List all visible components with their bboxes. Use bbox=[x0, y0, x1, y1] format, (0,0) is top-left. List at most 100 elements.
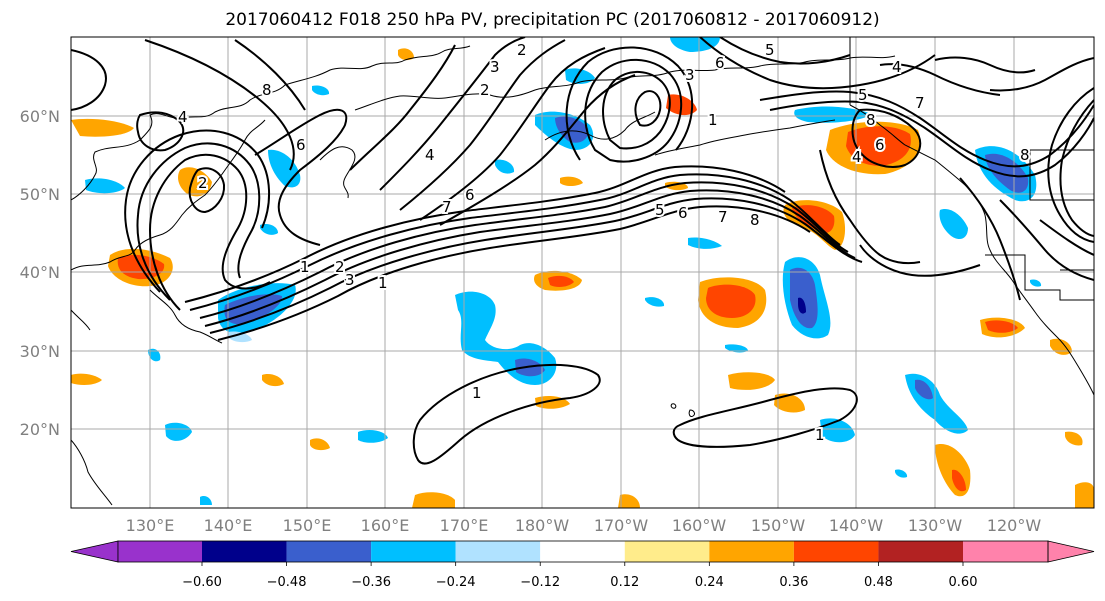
colorbar-tick-label: 0.36 bbox=[779, 575, 808, 590]
precip-negative-patch bbox=[895, 469, 908, 478]
longitude-label: 120°W bbox=[987, 516, 1042, 535]
contour-label: 5 bbox=[765, 41, 775, 59]
precip-positive-patch bbox=[706, 284, 756, 318]
colorbar: −0.60 −0.48 −0.36 −0.24 −0.12 0.12 0.24 0.36 0.4… bbox=[70, 540, 1095, 590]
contour-label: 7 bbox=[718, 208, 728, 226]
colorbar-segment bbox=[878, 541, 963, 562]
contour-label: 5 bbox=[655, 201, 665, 219]
colorbar-segment bbox=[963, 541, 1048, 562]
precip-negative-patch bbox=[725, 344, 748, 353]
longitude-label: 140°E bbox=[204, 516, 253, 535]
longitude-label: 160°W bbox=[672, 516, 727, 535]
precip-positive-patch bbox=[412, 492, 455, 508]
contour-label: 3 bbox=[685, 66, 695, 84]
latitude-label: 30°N bbox=[20, 342, 60, 361]
map-frame bbox=[70, 36, 1095, 509]
colorbar-tick-label: −0.24 bbox=[436, 575, 476, 590]
precip-negative-patch bbox=[790, 267, 818, 329]
colorbar-segment bbox=[286, 541, 372, 562]
contour-label: 5 bbox=[858, 86, 868, 104]
longitude-label: 130°W bbox=[908, 516, 963, 535]
precip-negative-patch bbox=[200, 495, 212, 505]
longitude-label: 170°E bbox=[440, 516, 489, 535]
contour-label: 8 bbox=[262, 81, 272, 99]
colorbar-tick-label: −0.36 bbox=[351, 575, 391, 590]
contour-label: 6 bbox=[875, 136, 885, 154]
precip-positive-patch bbox=[1075, 482, 1094, 508]
precip-negative-patch bbox=[85, 178, 125, 194]
colorbar-segment bbox=[118, 541, 202, 562]
contour-label: 3 bbox=[345, 271, 355, 289]
colorbar-segment bbox=[624, 541, 710, 562]
precip-positive-patch bbox=[618, 494, 640, 508]
precip-negative-patch bbox=[495, 159, 515, 174]
colorbar-segment bbox=[540, 541, 625, 562]
contour-label: 6 bbox=[296, 136, 306, 154]
precip-positive-patch bbox=[398, 48, 414, 61]
contour-label: 8 bbox=[750, 211, 760, 229]
longitude-label: 150°E bbox=[283, 516, 332, 535]
contour-label: 1 bbox=[708, 111, 718, 129]
precip-positive-patch bbox=[71, 373, 102, 385]
contour-label: 1 bbox=[815, 426, 825, 444]
precip-positive-patch bbox=[310, 438, 330, 451]
colorbar-tick-label: 0.24 bbox=[695, 575, 724, 590]
contour-label: 2 bbox=[198, 174, 208, 192]
precip-negative-patch bbox=[1030, 279, 1042, 287]
colorbar-extend-max bbox=[1047, 540, 1095, 563]
contour-label: 8 bbox=[866, 111, 876, 129]
precip-negative-patch bbox=[794, 106, 872, 123]
precip-negative-patch bbox=[798, 297, 806, 314]
contour-label: 2 bbox=[517, 41, 527, 59]
precip-positive-patch bbox=[262, 374, 284, 387]
colorbar-segment bbox=[709, 541, 794, 562]
precip-positive-patch bbox=[792, 205, 835, 234]
colorbar-tick-label: 0.60 bbox=[949, 575, 978, 590]
contour-label: 1 bbox=[378, 274, 388, 292]
contour-labels: 8 4 6 2 3 2 2 4 7 6 1 3 2 1 3 1 5 6 7 8 … bbox=[176, 39, 1032, 446]
colorbar-segment bbox=[793, 541, 879, 562]
contour-label: 4 bbox=[892, 58, 902, 76]
map-panel: 8 4 6 2 3 2 2 4 7 6 1 3 2 1 3 1 5 6 7 8 … bbox=[71, 37, 1094, 508]
precip-negative-patch bbox=[688, 237, 722, 249]
longitude-label: 170°W bbox=[594, 516, 649, 535]
longitude-label: 130°E bbox=[126, 516, 175, 535]
longitude-label: 140°W bbox=[829, 516, 884, 535]
contour-label: 4 bbox=[425, 146, 435, 164]
longitude-labels: 130°E 140°E 150°E 160°E 170°E 180°W 170°W 160°W… bbox=[126, 516, 1042, 535]
longitude-label: 160°E bbox=[361, 516, 410, 535]
colorbar-segment bbox=[455, 541, 541, 562]
precip-positive-patch bbox=[71, 118, 134, 137]
precip-negative-patch bbox=[312, 85, 330, 96]
longitude-label: 150°W bbox=[751, 516, 806, 535]
longitude-label: 180°W bbox=[515, 516, 570, 535]
precip-positive-patch bbox=[178, 167, 212, 197]
precip-positive-patch bbox=[1065, 431, 1083, 446]
latitude-label: 20°N bbox=[20, 420, 60, 439]
pv-contours bbox=[71, 37, 1094, 465]
precip-negative-patch bbox=[228, 331, 252, 343]
precip-negative-patch bbox=[565, 68, 595, 84]
contour-label: 4 bbox=[178, 108, 188, 126]
contour-label: 2 bbox=[335, 258, 345, 276]
precip-positive-patch bbox=[774, 393, 805, 413]
precip-positive-patch bbox=[560, 176, 583, 186]
precip-positive-patch bbox=[985, 320, 1018, 333]
contour-label: 1 bbox=[472, 384, 482, 402]
contour-label: 2 bbox=[480, 81, 490, 99]
contour-label: 6 bbox=[715, 54, 725, 72]
colorbar-tick-label: −0.12 bbox=[520, 575, 560, 590]
contour-label: 4 bbox=[852, 148, 862, 166]
colorbar-outline bbox=[117, 540, 1049, 563]
colorbar-tick-label: 0.12 bbox=[610, 575, 639, 590]
colorbar-segment bbox=[371, 541, 456, 562]
precip-positive-patch bbox=[548, 275, 574, 287]
map-title: 2017060412 F018 250 hPa PV, precipitatio… bbox=[225, 10, 880, 30]
precip-negative-patch bbox=[939, 209, 968, 240]
precip-negative-patch bbox=[670, 37, 720, 52]
latitude-label: 40°N bbox=[20, 263, 60, 282]
precip-negative-patch bbox=[148, 348, 161, 362]
contour-label: 1 bbox=[300, 258, 310, 276]
contour-label: 7 bbox=[915, 94, 925, 112]
